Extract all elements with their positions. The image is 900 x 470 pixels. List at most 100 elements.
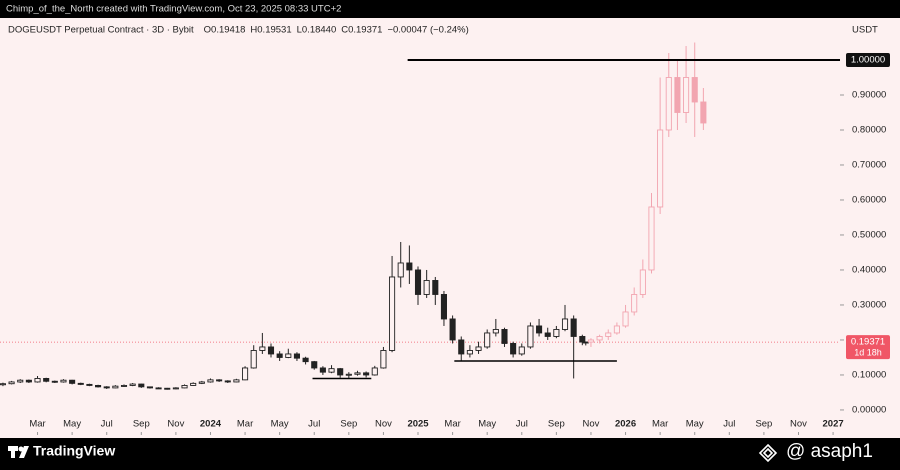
candle-body [605,332,612,337]
candle [233,378,240,383]
candle [337,367,344,378]
candle-series [587,42,707,347]
watermark-icon [758,443,778,463]
candle [613,322,620,335]
candle-body [406,262,413,271]
candle [345,372,352,379]
candle-body [77,382,84,385]
candle-body [354,372,361,375]
candle [466,345,473,358]
last-price-box [846,335,890,360]
candle [302,356,309,365]
x-tick-label: Nov [375,419,392,430]
candle-body [458,339,465,355]
candle [631,287,638,316]
candle-body [216,379,223,382]
candle [112,385,119,389]
candle [8,380,15,385]
candle [328,365,335,374]
level-label: 1.00000 [851,55,885,66]
candle-body [363,372,370,376]
candle-body [423,280,430,295]
candle [259,332,266,354]
candle [432,276,439,305]
y-tick-label: 0.80000 [852,125,886,136]
candle-body [389,276,396,351]
candle-body [69,379,76,384]
candle-body [371,367,378,376]
x-tick-label: Sep [133,419,150,430]
candle-body [475,346,482,351]
candle [527,322,534,349]
candle [34,376,41,383]
candle [319,366,326,375]
y-tick-label: 0.40000 [852,264,886,275]
candle [501,327,508,347]
change-label: −0.00047 (−0.24%) [387,25,468,36]
x-tick-label: 2025 [407,419,429,430]
x-tick-label: Mar [652,419,668,430]
candle [86,383,93,387]
candle-body [544,332,551,337]
candle-body [691,77,698,103]
candle-body [319,367,326,373]
y-tick-label: 0.00000 [852,404,886,415]
candle [181,384,188,389]
candle-body [242,367,249,381]
currency: USDT [852,25,878,36]
candle [553,325,560,339]
candle [622,304,629,328]
candle [276,351,283,361]
candle [389,255,396,353]
candle-body [613,325,620,334]
y-tick-label: 0.50000 [852,229,886,240]
candle [691,42,698,137]
candle [172,387,179,390]
candle [449,315,456,344]
high-label: H0.19531 [250,25,291,36]
y-tick-label: 0.60000 [852,194,886,205]
candle [267,343,275,358]
low-label: L0.18440 [297,25,337,36]
candle [207,378,214,383]
candle-body [561,318,569,330]
countdown-label: 1d 18h [854,348,882,358]
x-tick-label: Sep [548,419,565,430]
candle-body [25,379,32,383]
y-tick-label: 0.10000 [852,369,886,380]
candle-body [631,294,638,313]
x-tick-label: Jul [101,419,113,430]
candle-body [587,339,595,343]
candle-body [582,341,589,344]
candle [674,59,681,130]
candle [146,386,153,389]
x-tick-label: May [271,419,289,430]
candle [587,338,595,347]
x-tick-label: May [63,419,81,430]
candle [216,379,223,382]
candle [440,290,447,326]
candle-body [267,346,275,355]
candle-body [648,206,655,271]
candle-body [510,343,517,355]
candle [17,379,24,384]
candle [605,329,612,340]
candle [293,352,300,361]
x-tick-label: 2027 [823,419,844,430]
candle-body [112,385,119,389]
candle-body [311,361,318,369]
candle-body [129,383,136,386]
candle-body [250,350,257,369]
candle-body [138,383,145,388]
candle [250,345,257,369]
candle [129,383,136,387]
candle-body [328,368,335,373]
candle [371,365,378,376]
candle-body [224,380,231,383]
candle [242,366,249,381]
candle-body [492,329,499,334]
candle [414,266,422,305]
candle-body [155,387,162,390]
candle [648,192,655,274]
